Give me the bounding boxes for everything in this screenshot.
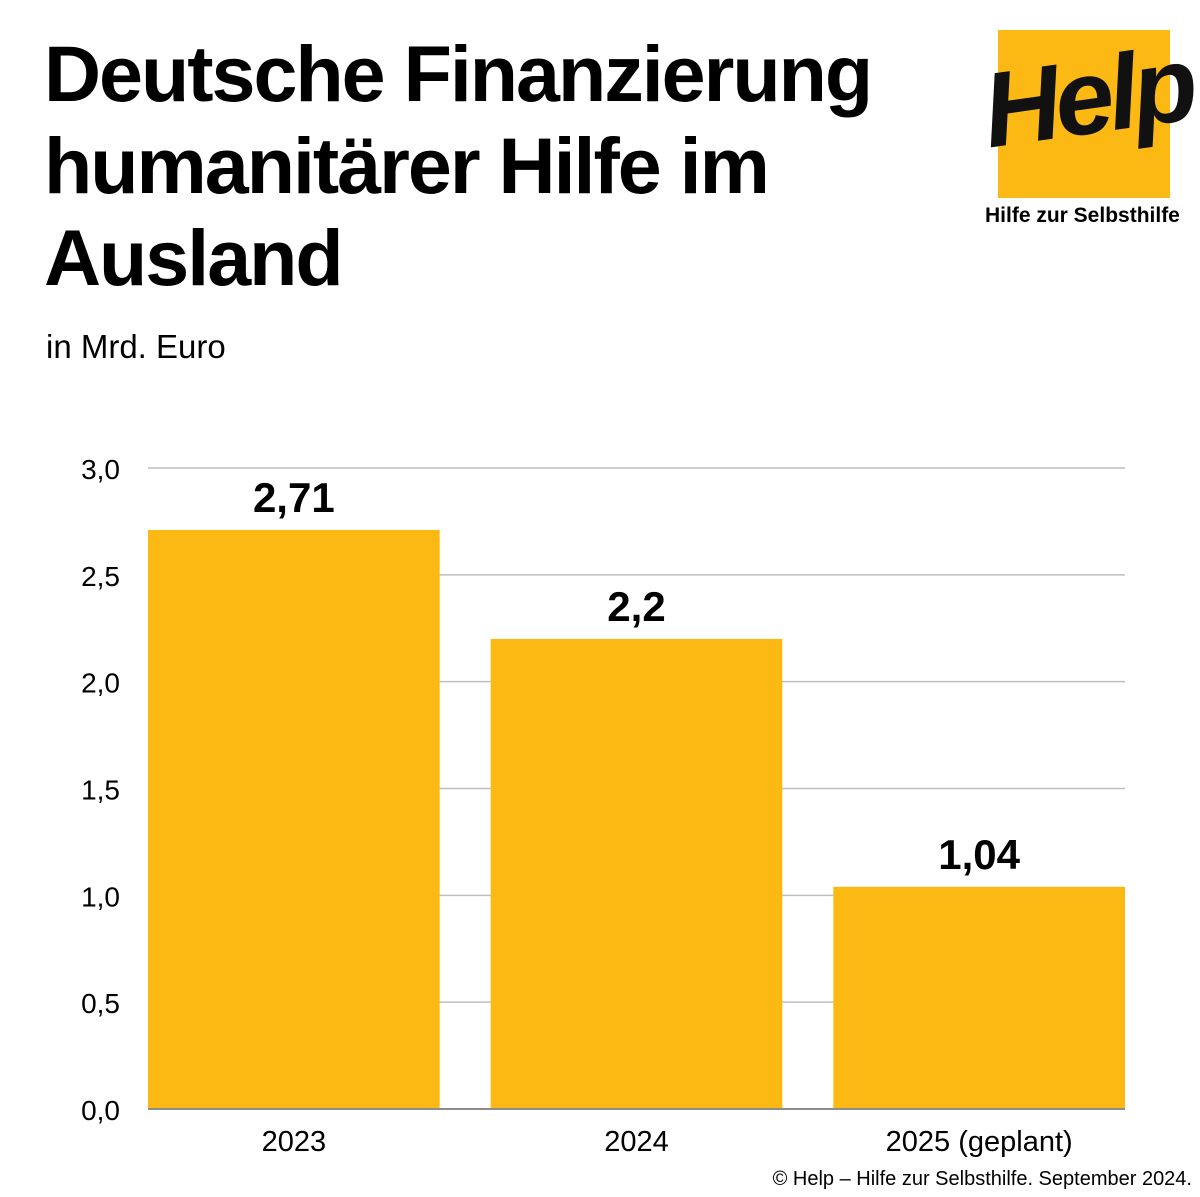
chart-title: Deutsche Finanzierung humanitärer Hilfe … [44,29,873,302]
bar [148,529,440,1109]
bar [833,886,1125,1109]
bar-value-label: 1,04 [938,831,1020,878]
x-tick-label: 2023 [262,1126,327,1158]
copyright-credit: © Help – Hilfe zur Selbsthilfe. Septembe… [772,1168,1192,1190]
y-tick-label: 1,5 [81,775,120,806]
axes: 0,0 0,5 1,0 1,5 2,0 2,5 3,0 2023 2024 2025 (gepla… [81,454,1125,1158]
y-tick-label: 2,0 [81,668,120,699]
bar-value-label: 2,71 [253,474,335,521]
y-tick-label: 1,0 [81,881,120,912]
y-tick-label: 3,0 [81,454,120,485]
help-logo-tagline: Hilfe zur Selbsthilfe [985,204,1180,227]
y-tick-label: 2,5 [81,561,120,592]
bar [490,638,783,1109]
help-logo [998,30,1170,198]
bars: 2,71 2,2 1,04 [148,474,1125,1109]
y-tick-label: 0,5 [81,988,120,1019]
chart-subtitle: in Mrd. Euro [46,328,226,365]
bar-value-label: 2,2 [607,583,665,630]
x-tick-label: 2024 [604,1126,669,1158]
x-tick-label: 2025 (geplant) [886,1126,1073,1158]
y-tick-label: 0,0 [81,1095,120,1126]
